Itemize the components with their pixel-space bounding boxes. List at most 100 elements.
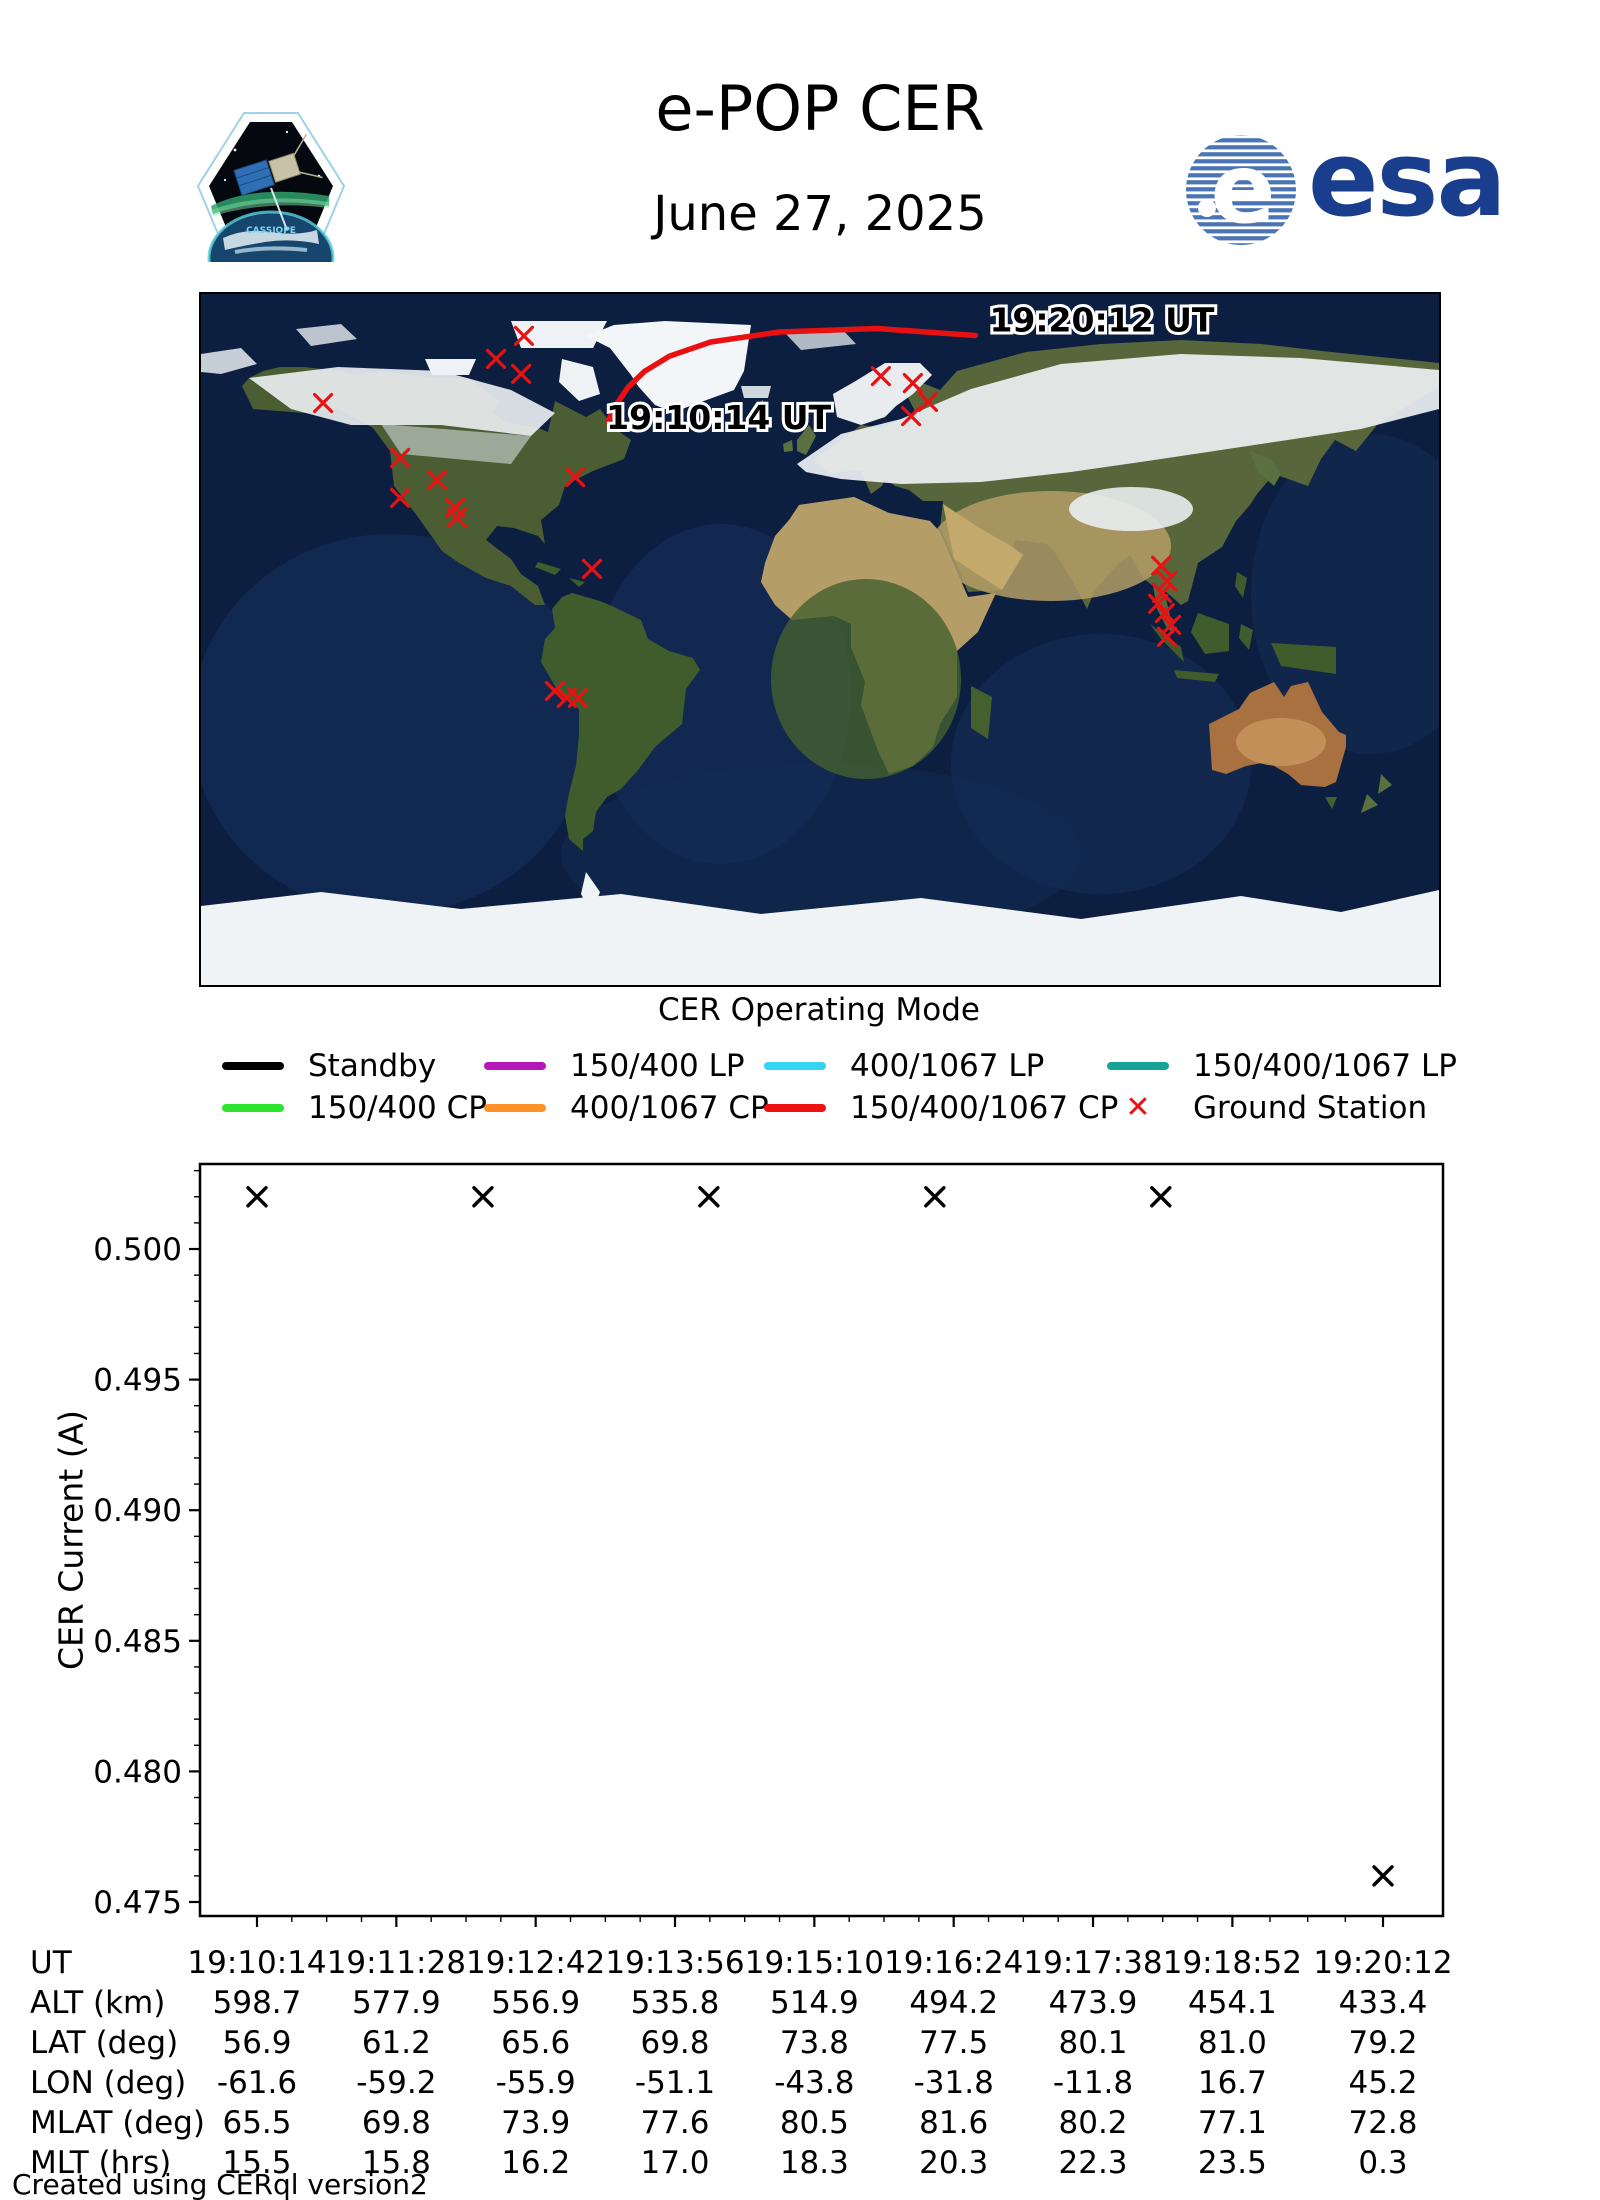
page-date: June 27, 2025 [653,186,987,242]
table-cell: -61.6 [216,2065,298,2101]
legend-item: 150/400/1067 LP [1107,1048,1457,1084]
table-cell: 81.6 [919,2105,989,2141]
y-tick-label: 0.485 [93,1624,182,1660]
legend-item-label: 150/400/1067 LP [1193,1048,1457,1084]
map-continents [201,321,1439,985]
esa-globe-icon: e [1186,133,1296,245]
esa-wordmark: esa [1308,118,1507,240]
legend-item-label: Ground Station [1193,1090,1428,1126]
y-tick-label: 0.495 [93,1363,182,1399]
track-end-annotation: 19:20:12 UT [989,300,1214,339]
y-tick-label: 0.475 [93,1885,182,1921]
table-cell: 577.9 [351,1985,441,2021]
table-cell: -55.9 [495,2065,576,2101]
page-title: e-POP CER [655,72,985,145]
table-row-label: ALT (km) [30,1985,166,2021]
table-cell: 473.9 [1048,1985,1138,2021]
cassiope-logo-text: CASSIOPE [246,226,296,236]
table-cell: 19:18:52 [1162,1945,1302,1981]
legend-item-label: 150/400 LP [570,1048,745,1084]
table-cell: 19:11:28 [326,1945,466,1981]
table-cell: 45.2 [1348,2065,1418,2101]
y-tick-label: 0.500 [93,1232,182,1268]
table-cell: 454.1 [1187,1985,1277,2021]
table-cell: 17.0 [640,2145,710,2181]
table-cell: 494.2 [909,1985,999,2021]
scatter-points [246,1186,1394,1887]
table-cell: 556.9 [491,1985,581,2021]
table-cell: 15.5 [222,2145,292,2181]
credit-text: Created using CERql version2 [12,2168,428,2200]
track-start-annotation: 19:10:14 UT [606,398,831,437]
table-cell: 69.8 [640,2025,710,2061]
esa-logo: e esa [1183,118,1507,250]
table-cell: 19:20:12 [1313,1945,1453,1981]
legend-item-label: 400/1067 LP [850,1048,1045,1084]
table-cell: 23.5 [1197,2145,1267,2181]
table-cell: 77.5 [919,2025,989,2061]
cer-current-plot: 0.475 0.480 0.485 0.490 0.495 0.500 [93,1162,1445,1927]
table-cell: 80.1 [1058,2025,1128,2061]
table-row-label: MLT (hrs) [30,2145,172,2181]
svg-text:e: e [1210,133,1275,245]
legend-item: 150/400/1067 CP [764,1090,1119,1126]
table-cell: 433.4 [1338,1985,1428,2021]
table-cell: 72.8 [1348,2105,1418,2141]
table-cell: 80.2 [1058,2105,1128,2141]
table-cell: 15.8 [361,2145,431,2181]
table-cell: 514.9 [769,1985,859,2021]
legend-line-swatch [764,1104,826,1112]
table-cell: 19:13:56 [605,1945,745,1981]
table-row-label: LON (deg) [30,2065,187,2101]
legend-line-swatch [484,1062,546,1070]
table-cell: 0.3 [1358,2145,1408,2181]
legend-item: 400/1067 CP [484,1090,769,1126]
table-cell: 20.3 [919,2145,989,2181]
legend-item-label: 400/1067 CP [570,1090,769,1126]
table-cell: 80.5 [779,2105,849,2141]
table-cell: 19:15:10 [744,1945,884,1981]
table-cell: 79.2 [1348,2025,1418,2061]
legend-line-swatch [764,1062,826,1070]
table-cell: 19:16:24 [884,1945,1024,1981]
ground-track-map: 19:10:14 UT 19:20:12 UT [191,292,1491,987]
legend-item-label: 150/400/1067 CP [850,1090,1119,1126]
legend-item: 400/1067 LP [764,1048,1045,1084]
legend-title: CER Operating Mode [658,992,980,1028]
legend-item: ✕ Ground Station [1107,1090,1428,1126]
legend-item: 150/400 CP [222,1090,487,1126]
table-cell: 16.2 [501,2145,571,2181]
ground-station-marker-icon: ✕ [1125,1090,1151,1125]
legend-line-swatch [1107,1062,1169,1070]
table-cell: 61.2 [361,2025,431,2061]
table-cell: 69.8 [361,2105,431,2141]
legend-item-label: 150/400 CP [308,1090,487,1126]
table-cell: 598.7 [212,1985,302,2021]
table-cell: 77.1 [1197,2105,1267,2141]
legend-line-swatch [484,1104,546,1112]
legend-item: Standby [222,1048,436,1084]
y-tick-label: 0.490 [93,1493,182,1529]
table-cell: 56.9 [222,2025,292,2061]
y-axis-label: CER Current (A) [51,1409,91,1671]
cassiope-mission-logo: CASSIOPE [195,110,347,306]
table-row-label: LAT (deg) [30,2025,179,2061]
table-cell: 535.8 [630,1985,720,2021]
table-cell: 65.5 [222,2105,292,2141]
legend-line-swatch [222,1062,284,1070]
table-cell: -43.8 [774,2065,855,2101]
table-cell: -11.8 [1052,2065,1134,2101]
table-cell: 19:17:38 [1023,1945,1163,1981]
legend-item: 150/400 LP [484,1048,745,1084]
stars-decor [223,130,321,182]
legend-line-swatch [222,1104,284,1112]
table-cell: -31.8 [913,2065,994,2101]
table-cell: 65.6 [501,2025,571,2061]
table-cell: 16.7 [1197,2065,1267,2101]
table-cell: 77.6 [640,2105,710,2141]
table-cell: 73.8 [779,2025,849,2061]
table-cell: -59.2 [356,2065,437,2101]
table-cell: 19:12:42 [466,1945,606,1981]
table-row-label: UT [30,1945,72,1981]
